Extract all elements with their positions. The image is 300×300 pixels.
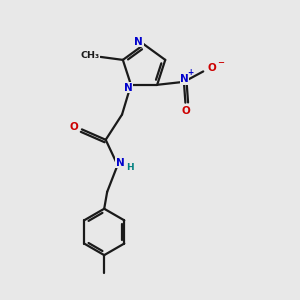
Text: N: N <box>116 158 124 168</box>
Text: CH₃: CH₃ <box>81 51 100 60</box>
Text: O: O <box>208 63 217 73</box>
Text: +: + <box>187 68 194 77</box>
Text: N: N <box>134 37 143 46</box>
Text: O: O <box>181 106 190 116</box>
Text: −: − <box>217 58 224 67</box>
Text: N: N <box>124 83 132 93</box>
Text: O: O <box>69 122 78 132</box>
Text: H: H <box>126 163 134 172</box>
Text: N: N <box>180 74 189 85</box>
